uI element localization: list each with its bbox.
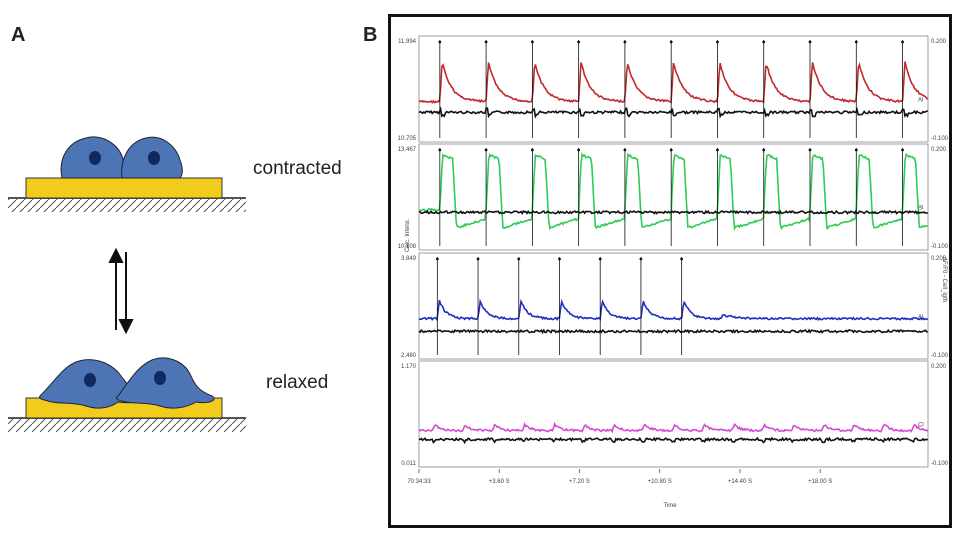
plot-box xyxy=(418,360,929,468)
reversible-arrows-icon xyxy=(108,247,134,335)
stimulus-dot xyxy=(639,257,643,261)
panel-b-letter: B xyxy=(363,24,378,46)
left-axis-top: 11.994 xyxy=(398,39,417,45)
stimulus-dot xyxy=(438,40,442,44)
stimulus-dot xyxy=(808,148,812,152)
contracted-nucleus-right xyxy=(148,151,160,165)
relaxed-label: relaxed xyxy=(266,372,329,393)
stimulus-dot xyxy=(623,40,627,44)
plot-box xyxy=(418,35,929,143)
left-axis-label: Calc. Intens. xyxy=(405,218,411,252)
calcium-trace xyxy=(418,421,929,434)
x-axis-label: Time xyxy=(663,503,677,509)
right-axis-label: ΔF/F0 - Cell_lgth xyxy=(941,257,947,302)
trace-marker: Al xyxy=(918,98,923,104)
x-tick-label: +10.80 S xyxy=(648,479,672,485)
trace-row-2: 13.467 10.108 0.200 -0.100 Bl xyxy=(398,143,949,251)
left-axis-top: 13.467 xyxy=(398,147,417,153)
stimulus-dot xyxy=(680,257,684,261)
calcium-contraction-traces: 11.994 10.705 0.200 -0.100 Al 13.467 10.108 0.2… xyxy=(398,35,949,509)
stimulus-dot xyxy=(762,148,766,152)
relaxed-nucleus-right xyxy=(154,371,166,385)
stimulus-dot xyxy=(517,257,521,261)
stimulus-dot xyxy=(577,148,581,152)
stimulus-dot xyxy=(484,148,488,152)
right-axis-top: 0.200 xyxy=(931,147,947,153)
relaxed-nucleus-left xyxy=(84,373,96,387)
x-tick-label: +3.60 S xyxy=(489,479,510,485)
x-tick-label: +14.40 S xyxy=(728,479,752,485)
stimulus-dot xyxy=(577,40,581,44)
stimulus-dot xyxy=(598,257,602,261)
calcium-trace xyxy=(418,298,928,322)
contracted-label: contracted xyxy=(253,158,342,179)
stimulus-dot xyxy=(808,40,812,44)
right-axis-top: 0.200 xyxy=(931,256,947,262)
x-tick-label: +18.00 S xyxy=(808,479,832,485)
length-trace xyxy=(418,436,929,445)
contracted-substrate xyxy=(8,177,246,212)
left-axis-bottom: 2.480 xyxy=(401,353,417,359)
stimulus-dot xyxy=(854,148,858,152)
stimulus-dot xyxy=(669,148,673,152)
cell-contraction-diagram xyxy=(8,136,246,432)
stimulus-dot xyxy=(854,40,858,44)
stimulus-dot xyxy=(476,257,480,261)
trace-row-4: 1.170 0.011 0.200 -0.100 Cl xyxy=(401,360,949,468)
stimulus-dot xyxy=(438,148,442,152)
stimulus-dot xyxy=(623,148,627,152)
right-axis-bottom: -0.100 xyxy=(931,136,949,142)
stimulus-dot xyxy=(530,40,534,44)
stimulus-dot xyxy=(558,257,561,261)
length-trace xyxy=(418,106,928,119)
trace-rows: 11.994 10.705 0.200 -0.100 Al 13.467 10.108 0.2… xyxy=(398,35,949,468)
trace-marker: Cl xyxy=(918,423,924,429)
stimulus-dot xyxy=(716,148,719,152)
length-trace xyxy=(418,209,928,215)
right-axis-bottom: -0.100 xyxy=(931,353,949,359)
stimulus-dot xyxy=(901,148,904,152)
length-trace xyxy=(418,328,928,335)
plot-box xyxy=(418,252,929,360)
calcium-trace xyxy=(418,61,929,104)
stimulus-dot xyxy=(484,40,488,44)
stimulus-dot xyxy=(530,148,534,152)
contracted-nucleus-left xyxy=(89,151,101,165)
x-tick-label: 70:34:33 xyxy=(407,479,431,485)
x-tick-label: +7.20 S xyxy=(569,479,590,485)
panel-a-letter: A xyxy=(11,24,26,46)
right-axis-bottom: -0.100 xyxy=(931,461,949,467)
stimulus-dot xyxy=(716,40,719,44)
stimulus-dot xyxy=(762,40,766,44)
stimulus-dot xyxy=(901,40,904,44)
right-axis-top: 0.200 xyxy=(931,39,947,45)
left-axis-top: 1.170 xyxy=(401,364,417,370)
left-axis-top: 3.849 xyxy=(401,256,417,262)
relaxed-cell-right xyxy=(115,357,215,409)
right-axis-bottom: -0.100 xyxy=(931,244,949,250)
stimulus-dot xyxy=(669,40,673,44)
trace-marker: Bl xyxy=(918,206,923,212)
trace-row-1: 11.994 10.705 0.200 -0.100 Al xyxy=(398,35,949,143)
stimulus-dot xyxy=(435,257,439,261)
time-axis: 70:34:33 +3.60 S +7.20 S +10.80 S +14.40 S +1… xyxy=(407,469,832,485)
calcium-trace xyxy=(418,152,929,232)
right-axis-top: 0.200 xyxy=(931,364,947,370)
left-axis-bottom: 10.108 xyxy=(398,244,417,250)
left-axis-bottom: 0.011 xyxy=(401,461,416,467)
left-axis-bottom: 10.705 xyxy=(398,136,417,142)
